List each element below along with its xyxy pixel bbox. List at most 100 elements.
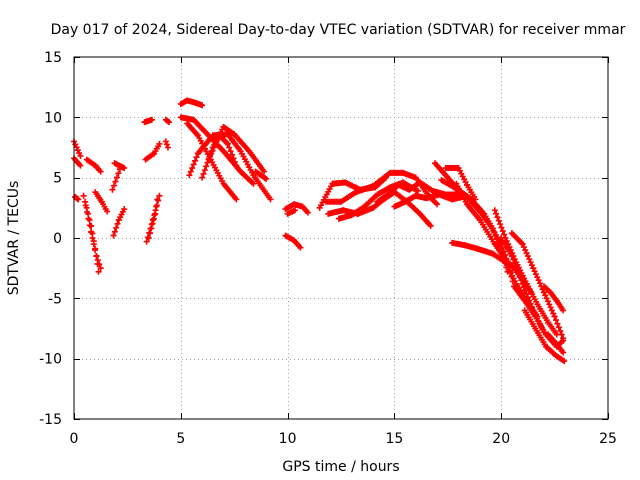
data-point [86, 222, 93, 229]
data-point [111, 228, 118, 235]
data-point [524, 294, 531, 301]
data-point [97, 168, 104, 175]
data-point [560, 307, 567, 314]
series-arc-g [92, 189, 111, 215]
data-point [201, 167, 208, 174]
data-point [109, 186, 116, 193]
data-point [193, 154, 200, 161]
data-point [74, 195, 81, 202]
data-point [85, 215, 92, 222]
x-tick-label: 5 [176, 431, 185, 447]
y-tick-label: 10 [44, 110, 62, 126]
y-tick-label: 5 [53, 171, 62, 187]
data-point [192, 157, 199, 164]
series-arc-p [162, 116, 173, 126]
data-point [80, 192, 87, 199]
data-point [493, 210, 500, 217]
data-point [560, 337, 567, 344]
series-arc-h [109, 166, 123, 193]
data-point [555, 324, 562, 331]
data-point [224, 140, 231, 147]
data-point [147, 230, 154, 237]
data-point [548, 307, 555, 314]
data-point [152, 210, 159, 217]
data-point [148, 116, 155, 123]
data-point [115, 170, 122, 177]
data-point [512, 263, 519, 270]
data-point [226, 144, 233, 151]
data-point [304, 209, 311, 216]
series-arc-a [71, 138, 84, 159]
data-point [532, 271, 539, 278]
data-point [557, 327, 564, 334]
data-point [162, 138, 169, 145]
data-point [522, 287, 529, 294]
data-point [497, 221, 504, 228]
data-point [110, 182, 117, 189]
y-tick-label: -15 [39, 412, 62, 428]
data-point [154, 196, 161, 203]
series-arc-n [145, 196, 161, 241]
data-point [204, 159, 211, 166]
data-point [535, 277, 542, 284]
data-point [414, 187, 421, 194]
data-point [233, 162, 240, 169]
data-point [519, 241, 526, 248]
data-point [153, 203, 160, 210]
series-arc-aj [442, 165, 479, 203]
data-point [156, 192, 163, 199]
data-point [155, 197, 162, 204]
data-point [114, 220, 121, 227]
data-point [498, 224, 505, 231]
data-point [82, 202, 89, 209]
data-point [542, 292, 549, 299]
data-point [519, 280, 526, 287]
data-point [514, 266, 521, 273]
data-point [89, 235, 96, 241]
data-point [546, 301, 553, 308]
series-arc-aq [521, 307, 568, 365]
data-point [560, 349, 567, 356]
data-point [561, 358, 568, 365]
series-arc-l [142, 140, 163, 163]
data-point [554, 320, 561, 327]
series-arc-aa [284, 207, 299, 217]
data-point [522, 247, 529, 254]
data-point [187, 168, 194, 175]
data-point [97, 265, 104, 272]
data-point [263, 175, 270, 182]
data-point [550, 310, 557, 317]
data-point [501, 231, 508, 238]
data-point [90, 241, 97, 248]
data-point [520, 284, 527, 291]
data-point [84, 209, 91, 216]
data-point [540, 289, 547, 296]
data-point [518, 277, 525, 284]
data-point [297, 244, 304, 251]
data-point [166, 119, 173, 126]
data-point [200, 170, 207, 177]
data-point [121, 165, 128, 172]
data-point [143, 238, 150, 245]
data-point [95, 268, 102, 275]
data-point [88, 228, 95, 235]
series-arc-f [83, 156, 104, 175]
y-tick-label: 0 [53, 231, 62, 247]
data-point [199, 174, 206, 181]
data-point [150, 215, 157, 222]
x-tick-label: 15 [385, 431, 403, 447]
data-point [231, 158, 238, 165]
data-point [508, 253, 515, 260]
series-arc-t [186, 131, 274, 203]
data-point [229, 151, 236, 158]
data-point [526, 256, 533, 263]
data-point [86, 216, 93, 223]
axes: 0 5 10 15 20 25 -15 -10 -5 0 5 10 15 [39, 50, 617, 447]
series-arc-k [141, 116, 155, 126]
data-point [553, 317, 560, 324]
data-point [93, 253, 100, 260]
data-point [516, 273, 523, 280]
data-point [528, 262, 535, 269]
data-point [208, 150, 215, 157]
data-points [71, 97, 568, 365]
